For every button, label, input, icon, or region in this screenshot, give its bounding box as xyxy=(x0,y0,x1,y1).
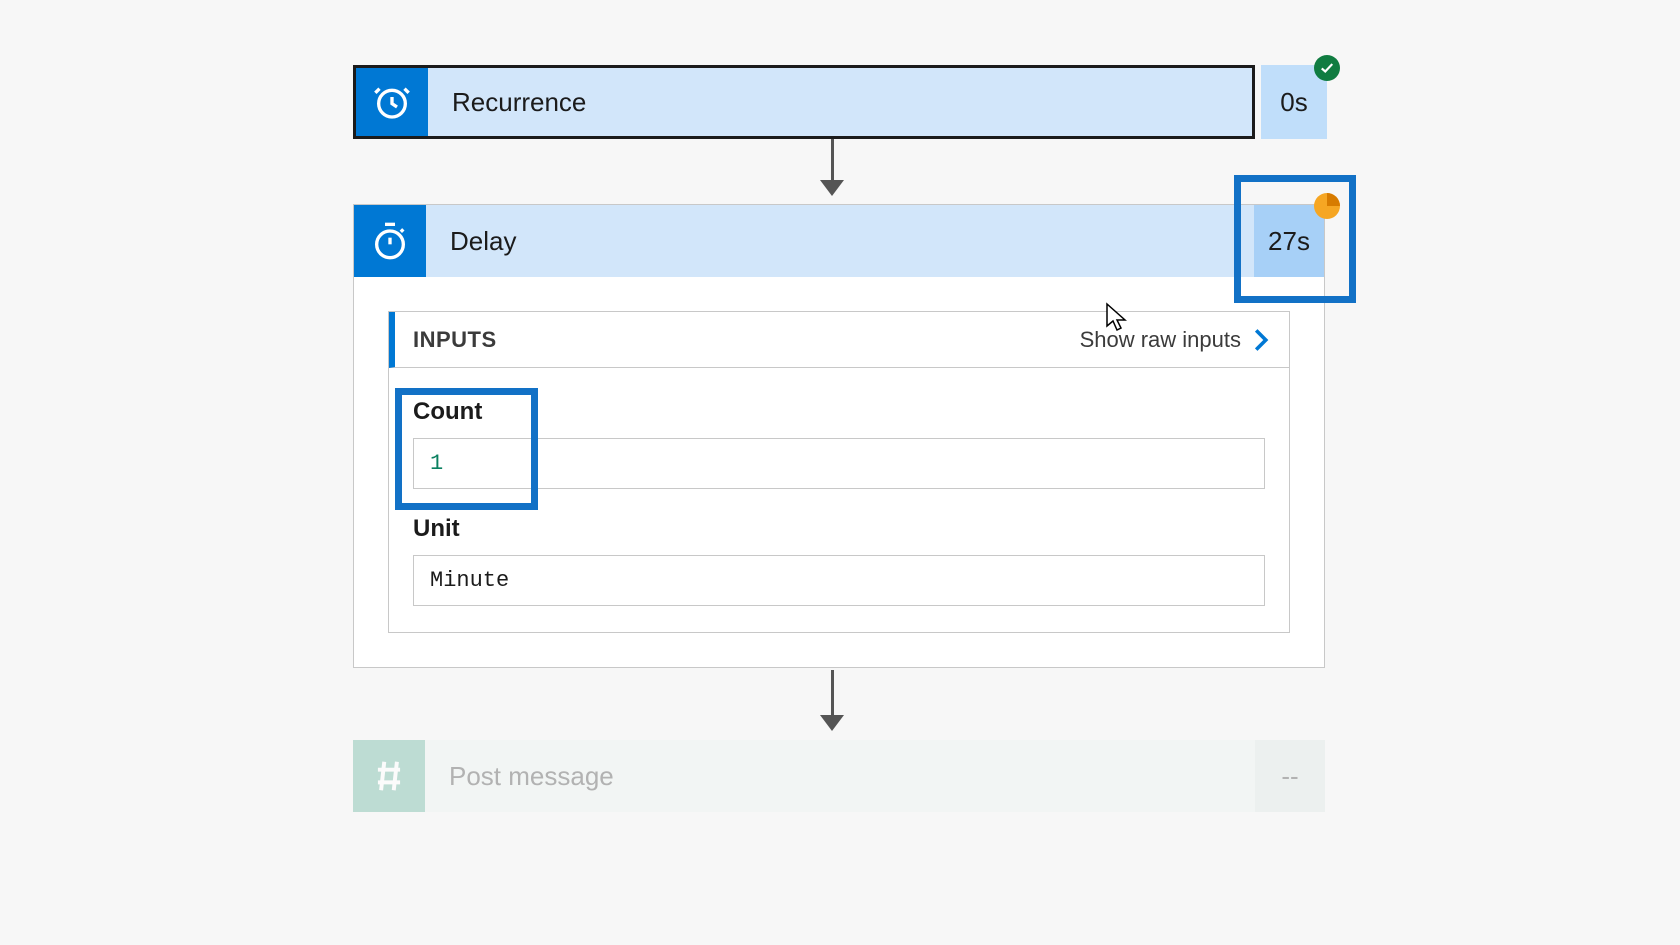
step-duration: 27s xyxy=(1254,205,1324,277)
step-title: Delay xyxy=(426,205,1254,277)
field-count: Count 1 xyxy=(413,398,1265,489)
step-duration: -- xyxy=(1255,740,1325,812)
field-label: Unit xyxy=(413,515,1265,543)
field-unit: Unit Minute xyxy=(413,515,1265,606)
step-recurrence[interactable]: Recurrence xyxy=(353,65,1255,139)
step-delay[interactable]: Delay 27s INPUTS Show raw inputs Count 1 xyxy=(353,204,1325,668)
chevron-right-icon xyxy=(1253,328,1269,352)
step-header[interactable]: Delay 27s xyxy=(354,205,1324,277)
step-title: Recurrence xyxy=(428,68,1252,136)
alarm-clock-icon xyxy=(356,68,428,136)
field-label: Count xyxy=(413,398,1265,426)
inputs-panel: INPUTS Show raw inputs Count 1 Unit Minu… xyxy=(388,311,1290,633)
connector-arrow xyxy=(820,139,844,196)
field-value: Minute xyxy=(413,555,1265,606)
hash-icon xyxy=(353,740,425,812)
stopwatch-icon xyxy=(354,205,426,277)
connector-arrow xyxy=(820,670,844,731)
status-success-badge xyxy=(1314,55,1340,81)
step-post-message[interactable]: Post message -- xyxy=(353,740,1325,812)
step-title: Post message xyxy=(425,740,1255,812)
show-raw-inputs-label: Show raw inputs xyxy=(1080,327,1241,353)
inputs-label: INPUTS xyxy=(413,327,1080,353)
field-value: 1 xyxy=(413,438,1265,489)
inputs-header: INPUTS Show raw inputs xyxy=(389,312,1289,368)
status-running-badge xyxy=(1314,193,1340,219)
show-raw-inputs-link[interactable]: Show raw inputs xyxy=(1080,327,1269,353)
